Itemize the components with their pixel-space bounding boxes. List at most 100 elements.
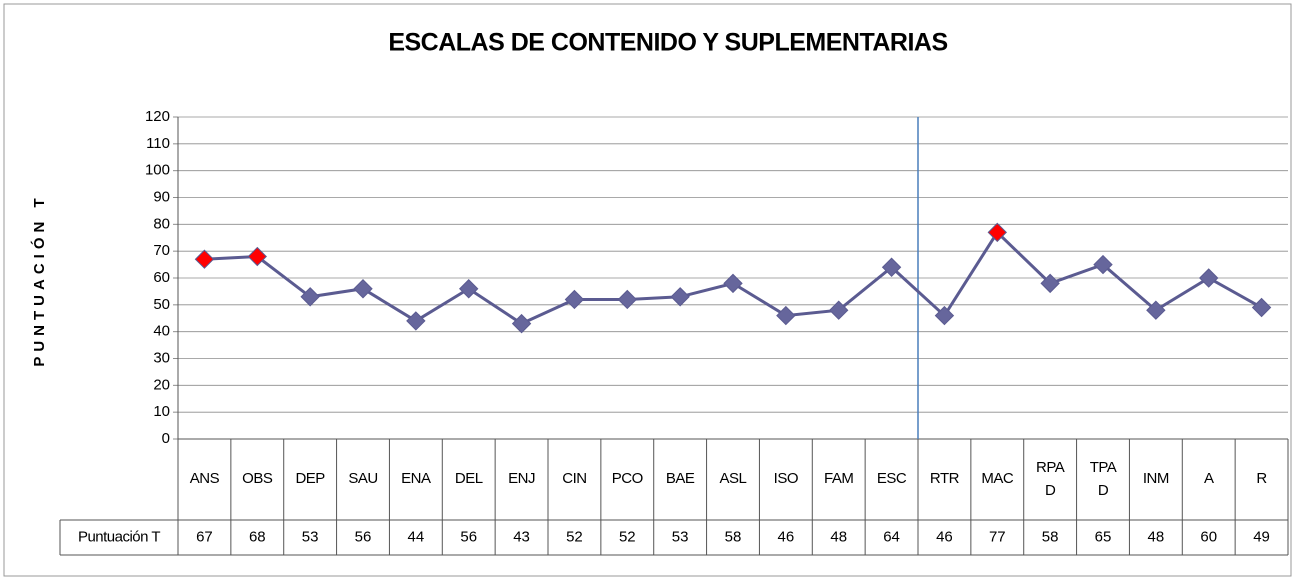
marker <box>194 249 215 269</box>
table-value: 65 <box>1095 528 1112 545</box>
x-tick-label: DEP <box>295 470 325 488</box>
marker <box>987 222 1007 243</box>
category-cell: TPA D <box>1089 459 1117 499</box>
marker <box>247 246 267 267</box>
marker <box>829 300 849 320</box>
category-cell: ASL <box>719 470 747 488</box>
x-tick-label: CIN <box>562 470 587 488</box>
x-tick-label: ANS <box>189 470 220 488</box>
category-cell: ENA <box>401 470 431 488</box>
y-tick-label: 30 <box>153 349 170 366</box>
x-tick-label: MAC <box>981 470 1014 488</box>
x-tick-label: R <box>1256 470 1267 488</box>
x-tick-label: ENJ <box>508 470 535 488</box>
category-cell: A <box>1203 470 1214 488</box>
marker <box>1251 297 1272 318</box>
y-axis-label: PUNTUACIÓN T <box>30 193 48 366</box>
table-value: 43 <box>513 528 530 545</box>
x-tick-label: BAE <box>665 470 695 488</box>
marker <box>459 279 479 299</box>
x-tick-label: OBS <box>242 470 273 488</box>
table-value: 46 <box>778 528 795 545</box>
y-tick-label: 100 <box>145 162 170 179</box>
category-cell: ISO <box>773 470 799 488</box>
table-value: 53 <box>302 528 319 545</box>
table-value: 52 <box>619 528 636 545</box>
table-value: 46 <box>936 528 953 545</box>
marker <box>1146 300 1166 320</box>
table-row-header: Puntuación T <box>78 528 160 545</box>
y-tick-label: 120 <box>145 108 170 125</box>
x-tick-label: RPA D <box>1036 459 1065 499</box>
category-cell: ANS <box>189 470 220 488</box>
category-cell: CIN <box>562 470 587 488</box>
y-tick-label: 90 <box>153 188 170 205</box>
y-tick-label: 60 <box>153 269 170 286</box>
x-tick-label: DEL <box>454 470 483 488</box>
marker <box>1093 254 1113 275</box>
category-cell: FAM <box>824 470 854 488</box>
table-value: 49 <box>1253 528 1270 545</box>
table-value: 58 <box>1042 528 1059 545</box>
x-tick-label: ESC <box>876 470 907 488</box>
category-cell: R <box>1256 470 1267 488</box>
category-cell: DEP <box>295 470 325 488</box>
table-value: 68 <box>249 528 266 545</box>
category-cell: PCO <box>611 470 644 488</box>
marker <box>511 313 532 334</box>
marker <box>353 279 373 299</box>
y-tick-label: 20 <box>153 376 170 393</box>
marker <box>406 311 426 331</box>
x-tick-label: INM <box>1142 470 1169 488</box>
marker <box>723 273 743 294</box>
marker <box>881 257 902 277</box>
x-tick-label: PCO <box>611 470 644 488</box>
category-cell: SAU <box>348 470 378 488</box>
category-cell: MAC <box>981 470 1014 488</box>
table-value: 48 <box>1148 528 1165 545</box>
x-tick-label: SAU <box>348 470 378 488</box>
table-value: 60 <box>1200 528 1217 545</box>
category-cell: INM <box>1142 470 1169 488</box>
marker <box>776 305 796 326</box>
category-cell: DEL <box>454 470 483 488</box>
category-cell: BAE <box>665 470 695 488</box>
y-tick-label: 110 <box>146 135 170 152</box>
chart-title: ESCALAS DE CONTENIDO Y SUPLEMENTARIAS <box>388 29 947 57</box>
marker <box>1199 268 1219 288</box>
x-tick-label: FAM <box>824 470 854 488</box>
category-cell: RPA D <box>1036 459 1065 499</box>
table-value: 44 <box>408 528 425 545</box>
marker <box>934 305 955 326</box>
table-value: 52 <box>566 528 583 545</box>
marker <box>1040 273 1060 294</box>
table-value: 67 <box>196 528 213 545</box>
y-tick-label: 0 <box>162 430 170 447</box>
x-tick-label: ENA <box>401 470 431 488</box>
y-tick-label: 50 <box>153 296 170 313</box>
category-cell: ESC <box>876 470 907 488</box>
table-value: 53 <box>672 528 689 545</box>
y-tick-label: 40 <box>153 323 170 340</box>
marker <box>300 287 320 307</box>
table-value: 77 <box>989 528 1006 545</box>
marker <box>617 289 637 310</box>
x-tick-label: A <box>1203 470 1214 488</box>
x-tick-label: ASL <box>719 470 747 488</box>
category-cell: RTR <box>929 470 960 488</box>
table-value: 58 <box>725 528 742 545</box>
table-value: 56 <box>355 528 372 545</box>
x-tick-label: TPA D <box>1089 459 1117 499</box>
marker <box>670 287 690 307</box>
table-value: 48 <box>830 528 847 545</box>
category-cell: ENJ <box>508 470 535 488</box>
table-value: 64 <box>883 528 900 545</box>
marker <box>564 289 585 310</box>
y-tick-label: 10 <box>153 403 170 420</box>
y-tick-label: 70 <box>153 242 170 259</box>
x-tick-label: ISO <box>773 470 799 488</box>
category-cell: OBS <box>242 470 273 488</box>
x-tick-label: RTR <box>929 470 960 488</box>
y-tick-label: 80 <box>153 215 170 232</box>
